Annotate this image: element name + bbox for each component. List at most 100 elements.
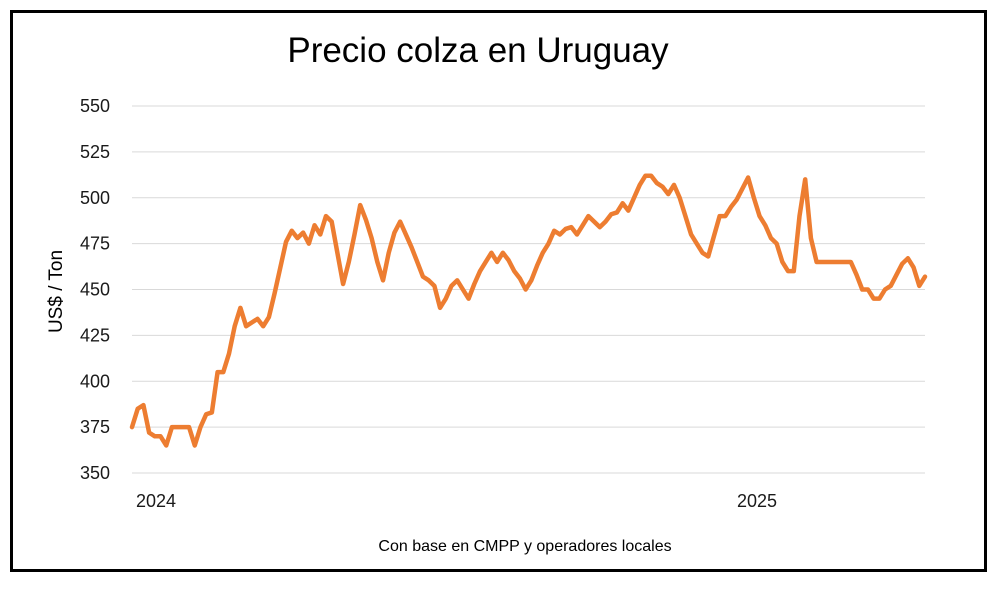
data-point bbox=[478, 269, 482, 273]
data-point bbox=[894, 273, 898, 277]
gridlines bbox=[132, 105, 925, 474]
data-point bbox=[295, 236, 299, 240]
data-point bbox=[387, 251, 391, 255]
data-point bbox=[381, 278, 385, 282]
data-point bbox=[210, 410, 214, 414]
data-point bbox=[512, 269, 516, 273]
data-point bbox=[535, 264, 539, 268]
y-tick-label: 500 bbox=[80, 188, 110, 208]
y-tick-label: 400 bbox=[80, 371, 110, 391]
data-point bbox=[820, 260, 824, 264]
data-point bbox=[672, 183, 676, 187]
data-point bbox=[917, 284, 921, 288]
data-point bbox=[392, 231, 396, 235]
data-point bbox=[661, 185, 665, 189]
data-point bbox=[558, 232, 562, 236]
data-point bbox=[615, 210, 619, 214]
data-point bbox=[598, 225, 602, 229]
data-point bbox=[763, 223, 767, 227]
data-point bbox=[484, 260, 488, 264]
y-tick-label: 550 bbox=[80, 96, 110, 116]
data-point bbox=[529, 278, 533, 282]
data-point bbox=[815, 260, 819, 264]
data-point bbox=[643, 174, 647, 178]
data-point bbox=[438, 306, 442, 310]
data-point bbox=[569, 225, 573, 229]
data-point bbox=[330, 220, 334, 224]
data-point bbox=[849, 260, 853, 264]
data-point bbox=[546, 242, 550, 246]
data-point bbox=[826, 260, 830, 264]
data-point bbox=[375, 260, 379, 264]
data-point bbox=[461, 288, 465, 292]
data-point bbox=[501, 251, 505, 255]
data-point bbox=[706, 254, 710, 258]
data-point bbox=[267, 315, 271, 319]
y-tick-label: 350 bbox=[80, 463, 110, 483]
data-point bbox=[187, 425, 191, 429]
data-point bbox=[227, 352, 231, 356]
data-point bbox=[130, 425, 134, 429]
data-point bbox=[837, 260, 841, 264]
data-point bbox=[621, 201, 625, 205]
data-point bbox=[415, 260, 419, 264]
data-point bbox=[803, 177, 807, 181]
data-point bbox=[701, 251, 705, 255]
series-line bbox=[129, 173, 928, 448]
data-point bbox=[900, 262, 904, 266]
data-point bbox=[489, 251, 493, 255]
data-point bbox=[444, 297, 448, 301]
data-point bbox=[666, 192, 670, 196]
data-point bbox=[198, 425, 202, 429]
data-point bbox=[780, 260, 784, 264]
data-point bbox=[866, 288, 870, 292]
data-point bbox=[638, 183, 642, 187]
data-point bbox=[216, 370, 220, 374]
data-point bbox=[233, 324, 237, 328]
data-point bbox=[923, 275, 927, 279]
data-point bbox=[398, 220, 402, 224]
chart-footnote: Con base en CMPP y operadores locales bbox=[378, 538, 671, 555]
data-point bbox=[792, 269, 796, 273]
data-point bbox=[238, 306, 242, 310]
data-point bbox=[324, 214, 328, 218]
data-point bbox=[592, 220, 596, 224]
data-point bbox=[507, 258, 511, 262]
data-point bbox=[347, 260, 351, 264]
data-point bbox=[221, 370, 225, 374]
data-point bbox=[427, 278, 431, 282]
data-point bbox=[358, 203, 362, 207]
data-point bbox=[153, 434, 157, 438]
x-axis-ticks: 2024 2025 bbox=[136, 491, 777, 511]
data-point bbox=[421, 275, 425, 279]
data-point bbox=[718, 214, 722, 218]
data-point bbox=[250, 321, 254, 325]
data-point bbox=[575, 232, 579, 236]
data-point bbox=[740, 187, 744, 191]
data-point bbox=[278, 265, 282, 269]
data-point bbox=[889, 284, 893, 288]
data-point bbox=[284, 240, 288, 244]
data-point bbox=[136, 407, 140, 411]
data-point bbox=[524, 288, 528, 292]
x-tick-label: 2024 bbox=[136, 491, 176, 511]
data-point bbox=[541, 251, 545, 255]
data-point bbox=[632, 196, 636, 200]
data-point bbox=[204, 412, 208, 416]
data-point bbox=[176, 425, 180, 429]
data-point bbox=[455, 278, 459, 282]
data-point bbox=[586, 214, 590, 218]
data-point bbox=[307, 242, 311, 246]
y-tick-label: 450 bbox=[80, 280, 110, 300]
data-point bbox=[769, 236, 773, 240]
data-point bbox=[301, 231, 305, 235]
data-point bbox=[775, 242, 779, 246]
data-point bbox=[564, 227, 568, 231]
data-point bbox=[256, 317, 260, 321]
data-point bbox=[141, 403, 145, 407]
y-axis-label: US$ / Ton bbox=[46, 250, 67, 333]
y-tick-label: 475 bbox=[80, 234, 110, 254]
data-point bbox=[290, 229, 294, 233]
series-group bbox=[129, 173, 928, 448]
